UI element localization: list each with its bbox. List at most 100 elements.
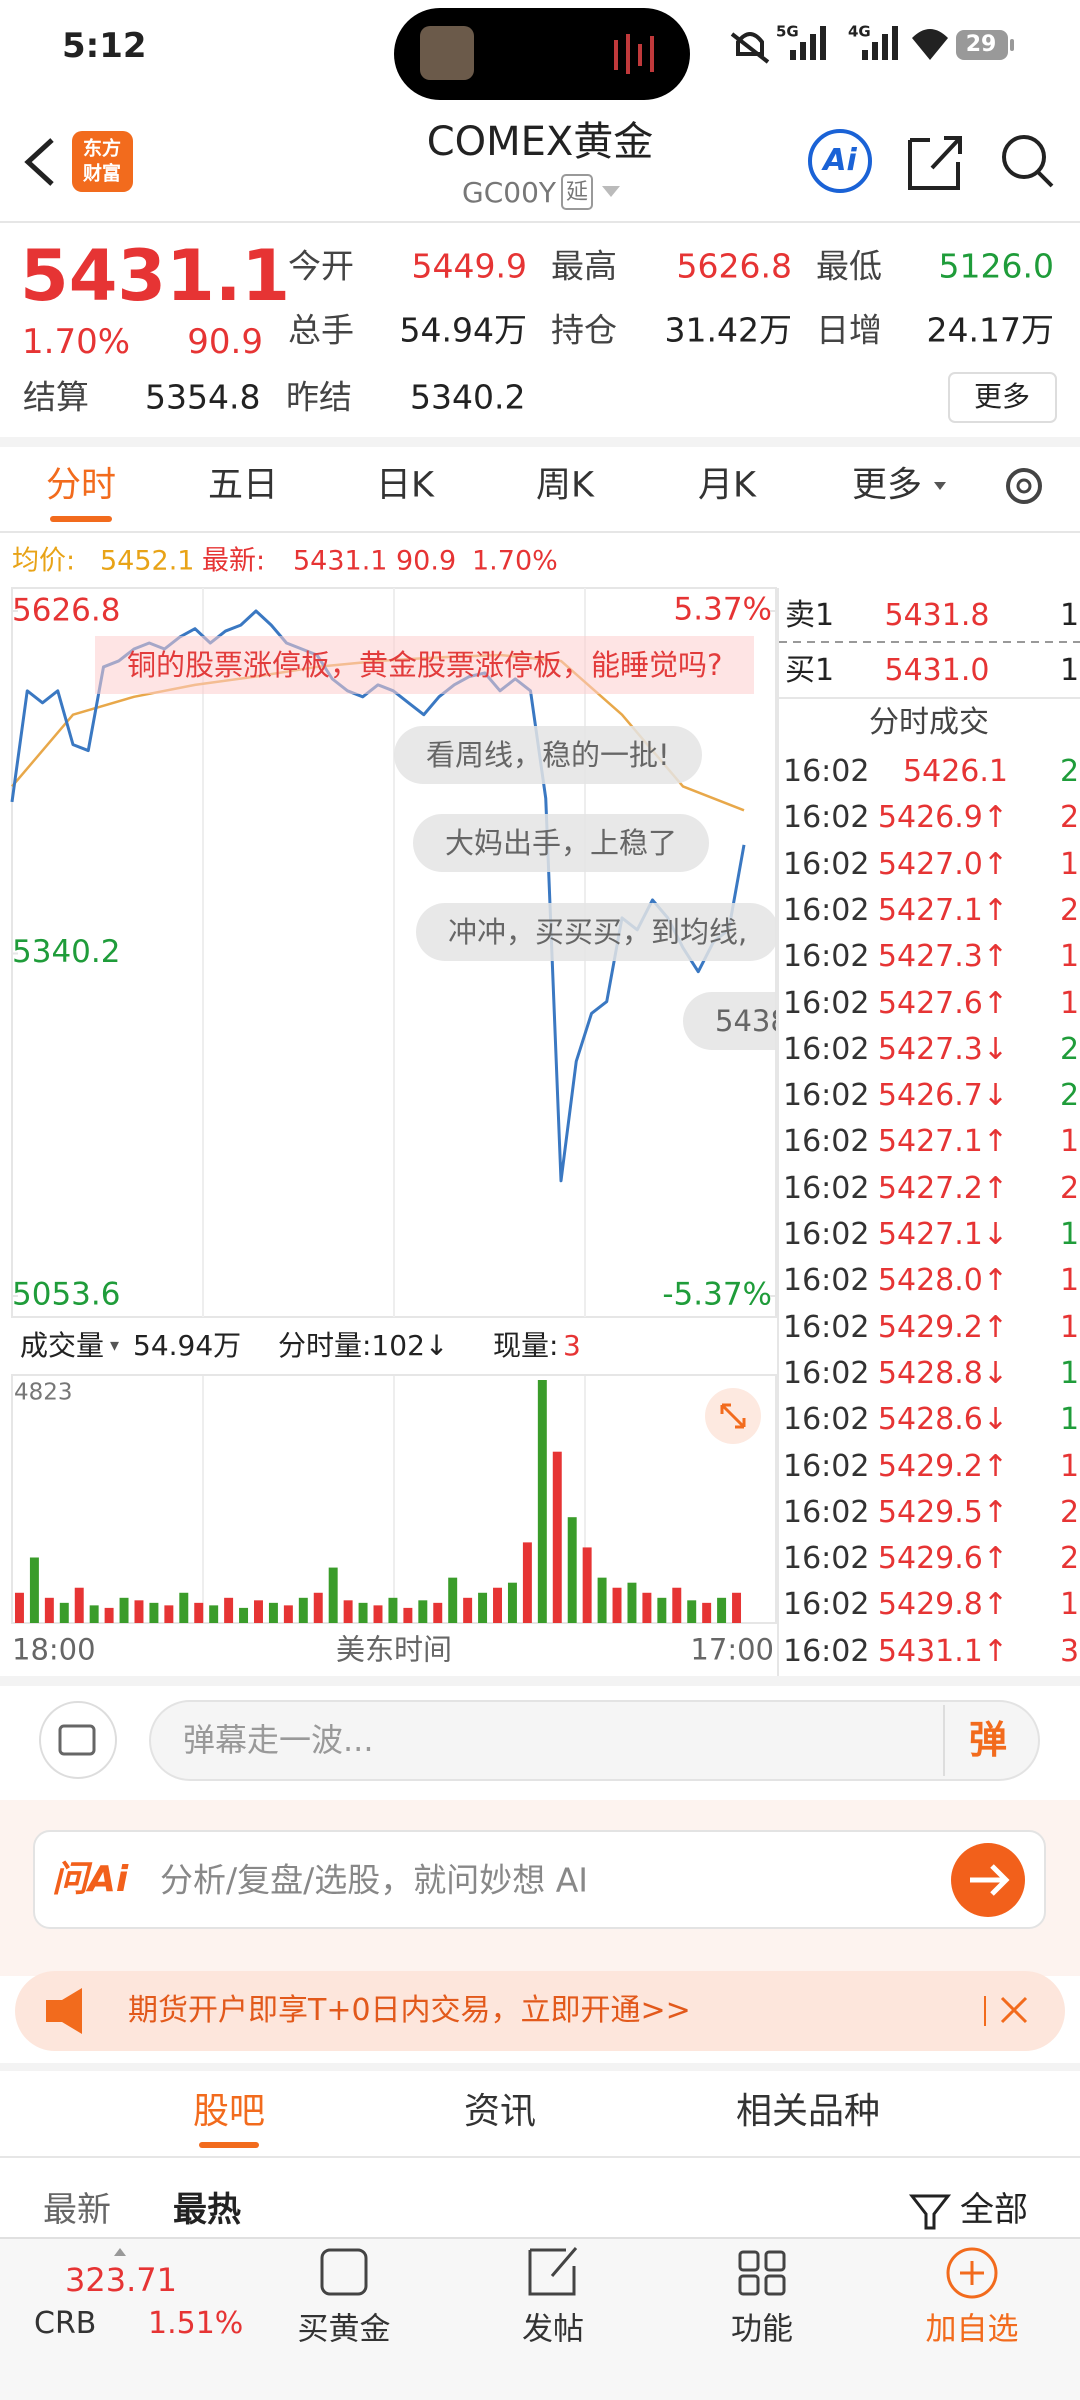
index-name[interactable]: CRB <box>34 2306 97 2341</box>
post-icon[interactable] <box>528 2247 578 2296</box>
volume-bar <box>328 1567 338 1623</box>
ai-input[interactable] <box>33 1830 1046 1929</box>
section-tab[interactable]: 资讯 <box>463 2091 537 2132</box>
more-button[interactable] <box>948 372 1057 423</box>
trade-volume: 1 <box>1060 1587 1080 1623</box>
x-start: 18:00 <box>12 1632 96 1667</box>
danmaku-input[interactable] <box>149 1700 1040 1781</box>
volume-bar <box>448 1577 458 1623</box>
network: 4G <box>848 22 871 41</box>
nav-item[interactable]: 发帖 <box>522 2311 584 2348</box>
trade-price: 5427.3↓ <box>877 1031 1008 1067</box>
volume-bar <box>179 1592 189 1623</box>
stat-label: 最低 <box>816 246 882 286</box>
volume-total: 54.94万 <box>133 1329 242 1362</box>
volume-bar <box>582 1547 592 1623</box>
trade-price: 5429.2↑ <box>877 1448 1008 1484</box>
index-value[interactable]: 323.71 <box>65 2261 177 2299</box>
divider <box>0 437 1080 447</box>
volume-bar <box>313 1592 323 1623</box>
trade-price: 5428.6↓ <box>877 1402 1008 1438</box>
ask-label: 卖1 <box>785 598 835 633</box>
tab[interactable]: 五日 <box>207 465 279 506</box>
index-caret <box>114 2248 126 2256</box>
nav-item[interactable]: 买黄金 <box>297 2311 391 2348</box>
stat-value: 5626.8 <box>676 246 792 286</box>
tab[interactable]: 分时 <box>45 465 117 506</box>
stat-label: 日增 <box>816 310 882 350</box>
trade-price: 5429.2↑ <box>877 1309 1008 1345</box>
add-icon[interactable] <box>946 2247 998 2299</box>
code-caret[interactable] <box>602 186 620 197</box>
tab[interactable]: 周K <box>536 465 594 506</box>
sort-option[interactable]: 最新 <box>43 2190 111 2230</box>
avg-label: 均价: <box>12 545 76 577</box>
banner[interactable] <box>15 1971 1065 2051</box>
trade-volume: 2 <box>1060 1031 1080 1067</box>
back-button[interactable] <box>24 138 54 186</box>
volume-bar <box>194 1602 204 1623</box>
bid-vol: 1 <box>1060 653 1080 688</box>
trade-time: 16:02 <box>783 1402 870 1438</box>
stat-label: 持仓 <box>551 310 617 350</box>
ask-vol: 1 <box>1060 598 1080 633</box>
volume-bar <box>627 1582 637 1623</box>
price: 5431.1 <box>20 235 291 317</box>
danmaku-toggle[interactable] <box>39 1701 117 1779</box>
volume-bar <box>254 1600 263 1623</box>
nav-item[interactable]: 加自选 <box>925 2311 1019 2348</box>
nav-item[interactable]: 功能 <box>731 2311 793 2348</box>
filter[interactable]: 全部 <box>960 2190 1028 2230</box>
info-change-pct: 1.70% <box>472 545 558 577</box>
section-tab[interactable]: 相关品种 <box>735 2091 881 2132</box>
settle-label: 结算 <box>23 377 89 417</box>
bid: 5431.0 <box>884 653 990 688</box>
banner-text[interactable]: 期货开户即享T+0日内交易，立即开通>> <box>128 1993 691 2028</box>
bottom-bar <box>0 2238 1080 2400</box>
ai-label[interactable]: Ai <box>823 143 857 178</box>
x-zone: 美东时间 <box>335 1632 453 1667</box>
trade-time: 16:02 <box>783 1170 870 1206</box>
tab[interactable]: 月K <box>698 465 756 506</box>
settings-button[interactable] <box>1006 468 1042 504</box>
search-handle <box>1036 170 1054 188</box>
function-icon[interactable] <box>738 2250 786 2296</box>
ai-button[interactable] <box>808 129 872 193</box>
danmaku-layer: 铜的股票涨停板，黄金股票涨停板，能睡觉吗? 看周线，稳的一批! 大妈出手，上稳了… <box>12 588 776 1317</box>
y-tick-label: 5626.8 <box>12 593 120 629</box>
volume-label[interactable]: 成交量 <box>20 1329 105 1362</box>
danmaku: 看周线，稳的一批! <box>394 726 702 784</box>
search-button[interactable] <box>1002 135 1046 179</box>
banner-close[interactable] <box>1000 1996 1028 2024</box>
more-label[interactable]: 更多 <box>973 380 1031 413</box>
trade-time: 16:02 <box>783 1355 870 1391</box>
ai-placeholder[interactable]: 分析/复盘/选股，就问妙想 AI <box>160 1860 589 1900</box>
clock: 5:12 <box>62 26 147 66</box>
volume-bar <box>522 1542 532 1623</box>
tab[interactable]: 更多 <box>851 465 923 506</box>
volume-bar <box>687 1600 697 1623</box>
network: 5G <box>776 22 799 41</box>
danmaku-placeholder[interactable]: 弹幕走一波... <box>183 1721 374 1759</box>
tab[interactable]: 日K <box>376 465 434 506</box>
index-change[interactable]: 1.51% <box>148 2306 244 2341</box>
trade-price: 5426.9↑ <box>877 800 1008 836</box>
volume-bar <box>403 1607 413 1623</box>
trades: 16:02 5426.1 2 16:02 5426.9↑ 2 16:02 5427.0↑ 1 16… <box>783 757 1080 1667</box>
volume-bar <box>343 1600 353 1623</box>
change-pct: 1.70% <box>22 322 131 362</box>
volume-bar <box>493 1587 502 1623</box>
bid-label: 买1 <box>785 653 835 688</box>
volume-bar <box>537 1380 547 1623</box>
share-button[interactable] <box>908 136 962 190</box>
volume-bar <box>44 1597 54 1623</box>
filter-icon[interactable] <box>908 2194 952 2230</box>
buy-icon[interactable] <box>320 2248 368 2296</box>
sort-option[interactable]: 最热 <box>173 2190 241 2230</box>
stat-label: 今开 <box>288 246 354 286</box>
trade-volume: 2 <box>1060 800 1080 836</box>
section-tab[interactable]: 股吧 <box>192 2091 266 2132</box>
danmaku-send[interactable]: 弹 <box>968 1718 1008 1762</box>
y-tick-label: 5053.6 <box>12 1277 120 1313</box>
